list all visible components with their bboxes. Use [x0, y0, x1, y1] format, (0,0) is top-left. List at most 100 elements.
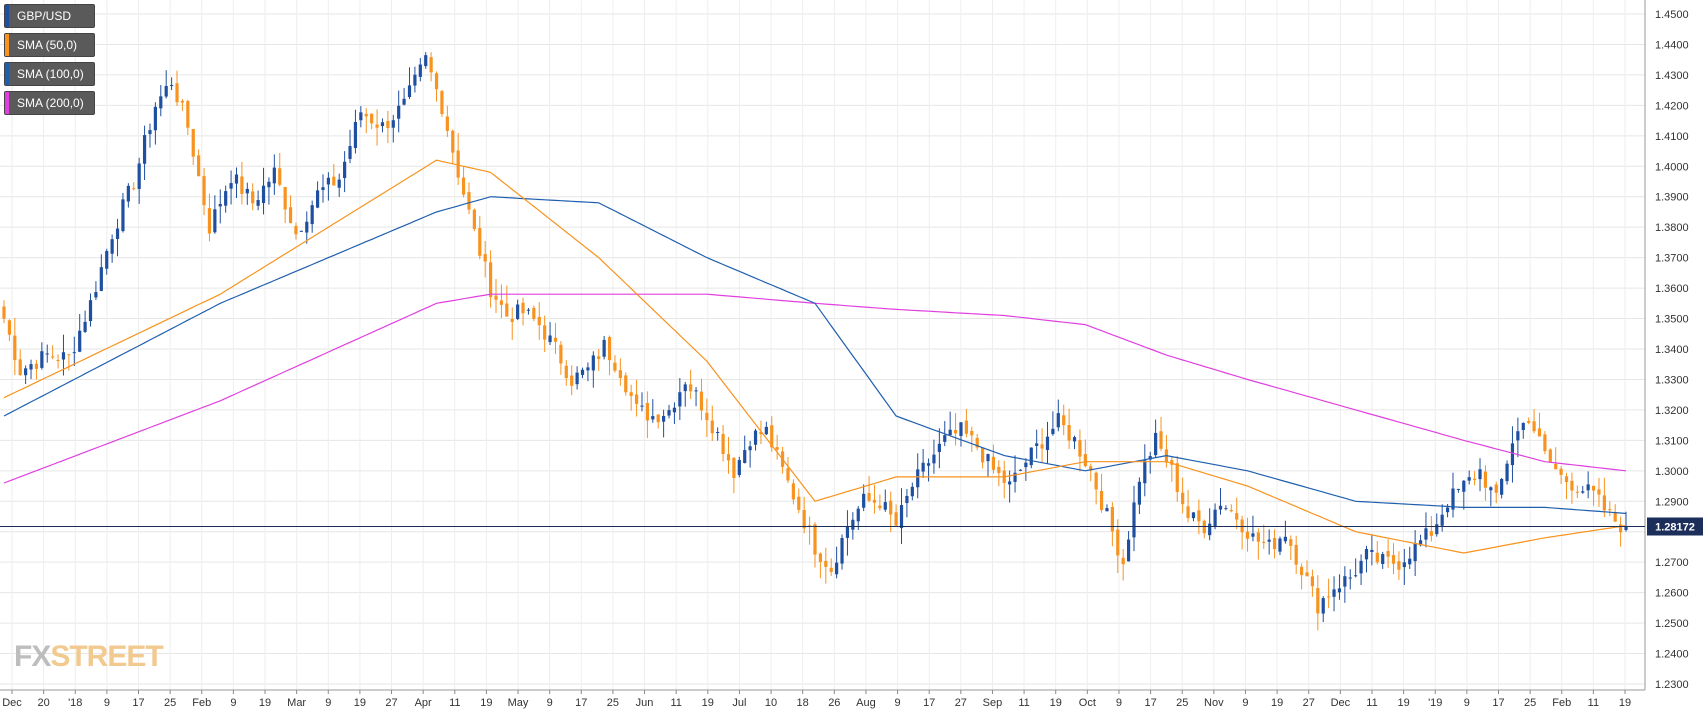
candle-body [1500, 478, 1504, 495]
candle-body [24, 368, 28, 376]
candle-body [1305, 572, 1309, 577]
candle-body [613, 362, 617, 371]
candle-body [564, 365, 568, 378]
x-tick-label: 17 [132, 697, 144, 709]
y-tick-label: 1.4100 [1655, 131, 1689, 143]
x-tick-label: 19 [354, 697, 366, 709]
candle-body [315, 190, 320, 208]
candle-body [775, 447, 779, 450]
candle-body [634, 394, 639, 404]
candle-body [429, 57, 433, 73]
candle-body [56, 359, 60, 361]
candle-body [516, 304, 520, 320]
candle-body [1548, 449, 1552, 463]
candle-body [1229, 510, 1233, 512]
candle-body [683, 384, 687, 392]
legend-item-sma100[interactable]: SMA (100,0) [4, 62, 95, 86]
candle-body [1094, 472, 1098, 490]
y-tick-label: 1.3200 [1655, 405, 1689, 417]
x-tick-label: 25 [607, 697, 619, 709]
candle-body [1062, 415, 1066, 426]
candle-body [645, 403, 649, 421]
candle-body [407, 85, 412, 98]
candle-body [261, 185, 266, 204]
x-tick-label: 19 [1397, 697, 1409, 709]
candle-body [1478, 469, 1482, 480]
candle-body [186, 101, 190, 128]
y-tick-label: 1.2300 [1655, 679, 1689, 691]
candle-body [1510, 443, 1515, 466]
candle-body [370, 113, 374, 124]
candle-body [51, 356, 55, 358]
candle-body [213, 209, 217, 233]
candle-body [1451, 488, 1455, 510]
candle-body [451, 130, 455, 153]
y-tick-label: 1.3500 [1655, 314, 1689, 326]
legend-item-gbpusd[interactable]: GBP/USD [4, 4, 95, 28]
candle-body [737, 460, 741, 476]
x-tick-label: Jun [636, 697, 654, 709]
candle-body [986, 454, 990, 462]
candle-body [115, 228, 120, 239]
candle-body [997, 466, 1001, 474]
candle-body [461, 177, 466, 195]
candle-body [878, 505, 882, 509]
x-tick-label: 10 [765, 697, 777, 709]
x-tick-label: 26 [828, 697, 840, 709]
candle-body [689, 384, 693, 392]
candle-body [1202, 520, 1206, 534]
logo-fx: FX [14, 640, 51, 673]
candle-body [1278, 538, 1282, 552]
candle-body [1056, 413, 1060, 428]
candle-body [916, 469, 920, 488]
candle-body [1537, 428, 1542, 437]
candle-body [505, 303, 509, 317]
x-tick-label: 9 [547, 697, 553, 709]
candle-body [18, 359, 22, 375]
candle-body [1494, 484, 1498, 493]
candle-body [883, 502, 887, 510]
candle-body [759, 431, 763, 435]
candle-body [553, 337, 558, 342]
x-tick-label: Nov [1204, 697, 1224, 709]
candle-body [894, 512, 898, 526]
x-tick-label: 27 [1303, 697, 1315, 709]
candle-body [856, 508, 860, 522]
candle-body [175, 83, 179, 103]
y-tick-label: 1.4000 [1655, 161, 1689, 173]
candle-body [721, 434, 725, 455]
candle-body [867, 492, 871, 501]
candle-body [251, 191, 255, 204]
x-tick-label: 17 [1144, 697, 1156, 709]
candle-body [1294, 544, 1298, 565]
candle-body [153, 106, 157, 131]
candle-body [1240, 519, 1244, 533]
y-tick-label: 1.3400 [1655, 344, 1689, 356]
x-tick-label: Aug [856, 697, 876, 709]
candle-body [943, 435, 947, 442]
candle-body [1186, 506, 1190, 519]
candle-body [591, 355, 595, 371]
candle-body [148, 130, 152, 135]
legend-item-sma50[interactable]: SMA (50,0) [4, 33, 95, 57]
legend-swatch [5, 92, 9, 114]
candle-body [964, 420, 968, 434]
candle-body [1045, 436, 1050, 451]
candle-body [1435, 524, 1439, 535]
candle-body [45, 353, 49, 355]
legend-item-sma200[interactable]: SMA (200,0) [4, 91, 95, 115]
y-tick-label: 1.2600 [1655, 588, 1689, 600]
candle-body [445, 116, 449, 131]
candle-body [937, 443, 941, 452]
candle-body [207, 208, 212, 234]
candle-body [716, 432, 720, 434]
fxstreet-logo: FXSTREET [14, 640, 164, 674]
candle-body [1018, 469, 1023, 471]
candle-body [1348, 577, 1352, 579]
candle-body [494, 295, 498, 300]
candle-body [1527, 420, 1531, 423]
candle-body [121, 199, 125, 232]
candle-body [899, 505, 904, 529]
candle-body [240, 176, 244, 194]
legend-swatch [5, 34, 9, 56]
